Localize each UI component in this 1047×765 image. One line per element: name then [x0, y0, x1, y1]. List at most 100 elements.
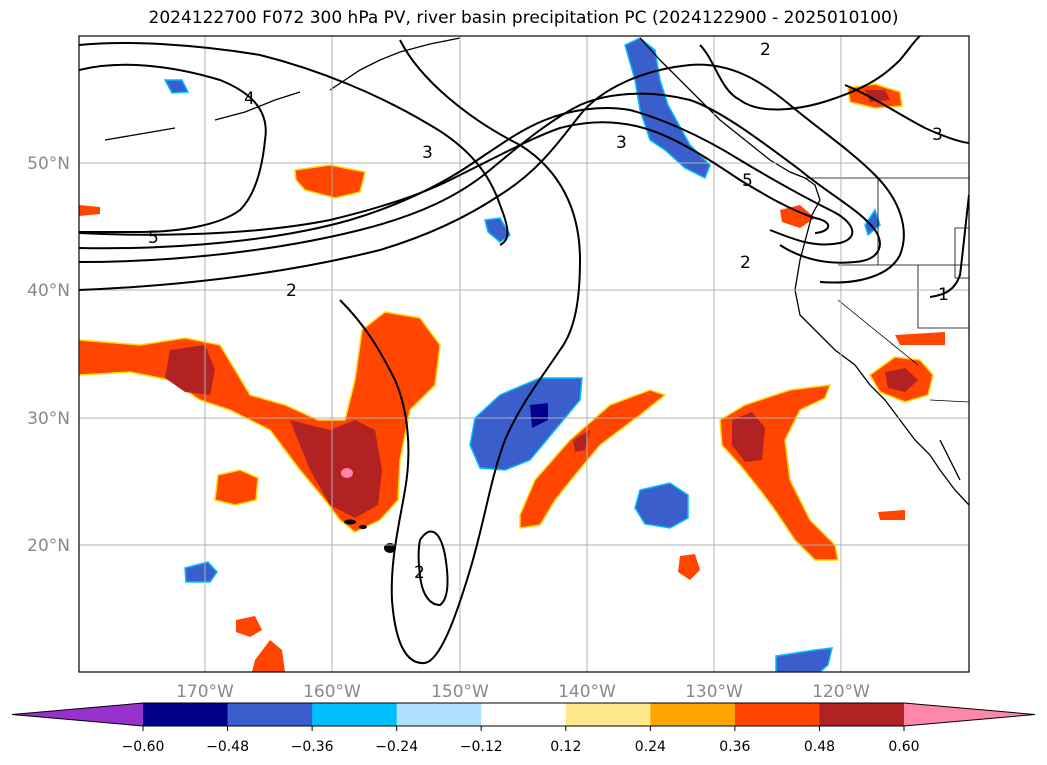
coastline-na [639, 37, 969, 506]
contour-labels: 4 3 5 2 3 5 2 1 2 3 2 [148, 40, 949, 583]
contour-label-3c: 3 [932, 125, 943, 145]
contour-2-trough [339, 39, 582, 665]
red-core-canada [865, 90, 890, 102]
orange-edge-west [79, 205, 100, 216]
contour-1-east [929, 194, 969, 298]
red-core-central [290, 420, 382, 518]
blue-blob-idaho [864, 208, 881, 237]
orange-blob-s1 [236, 616, 262, 637]
contour-2-closed-low [417, 530, 449, 607]
colorbar-tick-label-2: −0.36 [291, 739, 334, 755]
red-core-socal [885, 368, 918, 392]
colorbar-tick-label-4: −0.12 [460, 739, 503, 755]
orange-blob-small [678, 554, 700, 580]
colorbar-tick-label-0: −0.60 [122, 739, 165, 755]
colorbar-bin-2 [227, 703, 313, 726]
contour-3-ne [844, 84, 969, 144]
colorbar-tick-label-9: 0.60 [888, 739, 919, 755]
lat-label-40n: 40°N [27, 281, 70, 301]
contour-label-2c: 2 [760, 40, 771, 60]
pv-contours [79, 36, 969, 665]
lon-label-120w: 120°W [812, 682, 870, 702]
contour-label-2d: 2 [414, 563, 425, 583]
red-core-west [165, 345, 215, 395]
blue-blob-central [469, 377, 583, 471]
contour-label-2b: 2 [740, 253, 751, 273]
colorbar-bin-9 [819, 703, 905, 726]
border-us-mexico [929, 399, 969, 403]
colorbar-bin-6 [565, 703, 651, 726]
map-title: 2024122700 F072 300 hPa PV, river basin … [148, 8, 899, 28]
coastline-alaska-south [329, 37, 461, 91]
colorbar-bin-7 [650, 703, 736, 726]
lon-label-150w: 150°W [431, 682, 489, 702]
orange-band-diagonal [519, 389, 667, 529]
lon-label-160w: 160°W [303, 682, 361, 702]
colorbar-bin-3 [312, 703, 398, 726]
colorbar-tick-label-1: −0.48 [206, 739, 249, 755]
contour-2-ne [699, 36, 921, 111]
lon-label-170w: 170°W [176, 682, 234, 702]
lat-label-50n: 50°N [27, 154, 70, 174]
contour-label-2a: 2 [286, 281, 297, 301]
orange-strip-inland [895, 332, 945, 345]
contour-4-nw [79, 63, 267, 233]
colorbar-extend-max [904, 703, 1035, 726]
lat-label-20n: 20°N [27, 536, 70, 556]
lon-label-130w: 130°W [685, 682, 743, 702]
colorbar-tick-label-7: 0.36 [719, 739, 750, 755]
contour-label-3b: 3 [616, 133, 627, 153]
colorbar-tick-label-6: 0.24 [635, 739, 666, 755]
blue-blob-nw [163, 79, 190, 94]
border-state-4 [837, 299, 919, 366]
coastline-aleutians [214, 91, 301, 121]
map-frame [78, 35, 970, 673]
longitude-labels: 170°W 160°W 150°W 140°W 130°W 120°W [176, 682, 870, 702]
orange-dot-mexico [878, 510, 905, 520]
colorbar-tick-label-3: −0.24 [375, 739, 418, 755]
contour-4-outer [79, 107, 854, 250]
orange-blob-oregon [780, 205, 815, 228]
contour-label-1: 1 [938, 285, 949, 305]
contour-3-outer [79, 92, 881, 264]
blue-blob-hawaii [184, 561, 218, 583]
political-borders [805, 177, 969, 403]
pink-core [341, 468, 353, 478]
orange-blob-sw [214, 469, 259, 506]
colorbar-extend-min [12, 703, 143, 726]
orange-blob-s2 [252, 640, 285, 672]
blue-blob-south [634, 482, 689, 529]
contour-label-4a: 4 [244, 89, 255, 109]
lon-label-140w: 140°W [558, 682, 616, 702]
hawaii-island-2 [359, 525, 367, 529]
colorbar-tick-label-8: 0.48 [804, 739, 835, 755]
contour-2-outer [79, 63, 905, 291]
hawaii-island-1 [344, 519, 356, 525]
colorbar-bin-1 [143, 703, 229, 726]
colorbar-bin-4 [396, 703, 482, 726]
lat-label-30n: 30°N [27, 409, 70, 429]
darkblue-core [530, 403, 548, 428]
colorbar [11, 702, 1036, 731]
graticule [79, 36, 969, 672]
coastline-aleutians-west [104, 127, 176, 141]
colorbar-bin-5 [481, 703, 567, 726]
blue-blob-mid [484, 217, 511, 243]
contour-label-3a: 3 [422, 143, 433, 163]
contour-label-5b: 5 [742, 171, 753, 191]
blue-blob-se [775, 647, 833, 672]
red-core-band [573, 430, 590, 452]
contour-3-nw [79, 42, 509, 246]
red-core-se [732, 412, 765, 462]
orange-blob-north [294, 164, 366, 199]
colorbar-bin-8 [734, 703, 820, 726]
coastline-baja [939, 439, 961, 481]
contour-5-outer [79, 121, 830, 236]
contour-label-5a: 5 [148, 228, 159, 248]
precip-anomaly-fill [79, 37, 945, 672]
coastlines [104, 37, 969, 506]
colorbar-tick-label-5: 0.12 [550, 739, 581, 755]
border-state-3 [917, 265, 969, 329]
latitude-labels: 50°N 40°N 30°N 20°N [27, 154, 70, 556]
